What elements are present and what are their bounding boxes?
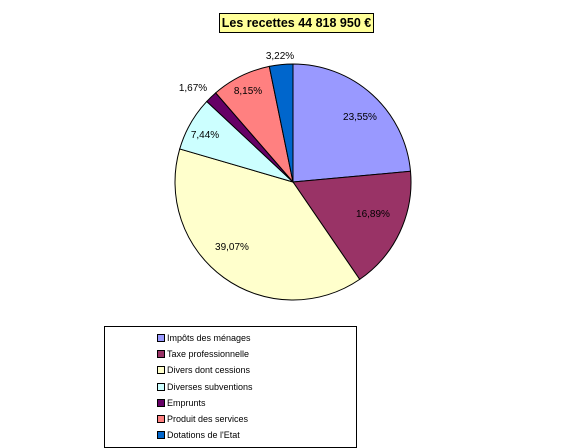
legend-label: Taxe professionnelle xyxy=(167,349,250,360)
slice-label-7: 3,22% xyxy=(266,51,294,62)
slice-label-5: 1,67% xyxy=(179,83,207,94)
slice-label-3: 39,07% xyxy=(215,242,249,253)
legend-swatch xyxy=(157,350,165,359)
pie-slice-3 xyxy=(174,148,361,301)
pie-slice-7 xyxy=(268,63,294,183)
legend-label: Emprunts xyxy=(167,397,206,408)
legend-swatch xyxy=(157,415,165,423)
legend-item-2: Taxe professionnelle xyxy=(157,348,249,360)
slice-label-4: 7,44% xyxy=(191,130,219,141)
slice-label-1: 23,55% xyxy=(343,112,377,123)
legend-swatch xyxy=(157,366,165,375)
legend-label: Diverses subventions xyxy=(167,381,253,392)
legend-swatch xyxy=(157,334,165,342)
legend-label: Divers dont cessions xyxy=(167,365,251,376)
slice-label-6: 8,15% xyxy=(234,86,262,97)
chart-title: Les recettes 44 818 950 € xyxy=(219,13,374,33)
slice-label-2: 16,89% xyxy=(356,209,390,220)
legend-item-6: Produit des services xyxy=(157,413,248,425)
legend-item-1: Impôts des ménages xyxy=(157,332,251,344)
legend-label: Produit des services xyxy=(167,414,249,424)
legend-swatch xyxy=(157,382,165,391)
legend: Impôts des ménages Taxe professionnelle Di… xyxy=(104,326,357,448)
legend-swatch xyxy=(157,398,165,407)
legend-item-5: Emprunts xyxy=(157,397,206,409)
legend-swatch xyxy=(157,431,165,440)
legend-item-3: Divers dont cessions xyxy=(157,364,250,376)
legend-label: Impôts des ménages xyxy=(167,333,251,343)
legend-item-7: Dotations de l'Etat xyxy=(157,429,240,441)
legend-label: Dotations de l'Etat xyxy=(167,430,240,441)
pie-slice-1 xyxy=(292,63,412,183)
legend-item-4: Diverses subventions xyxy=(157,381,253,393)
pie-slice-2 xyxy=(292,170,412,281)
